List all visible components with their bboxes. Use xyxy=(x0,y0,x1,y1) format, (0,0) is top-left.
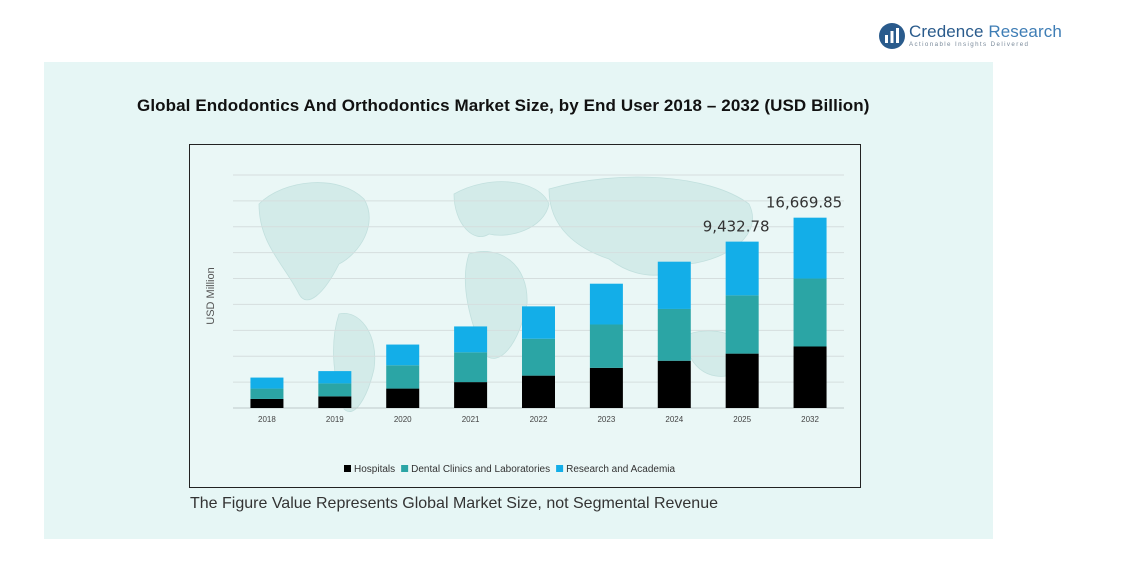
bar-segment xyxy=(386,344,420,366)
legend-swatch xyxy=(344,465,351,472)
legend-swatch xyxy=(401,465,409,472)
x-tick-label: 2019 xyxy=(326,415,344,424)
x-tick-label: 2022 xyxy=(530,415,548,424)
footnote: The Figure Value Represents Global Marke… xyxy=(190,495,718,512)
bar-segment xyxy=(725,241,759,296)
bar-segment xyxy=(589,324,623,368)
bar-segment xyxy=(318,396,352,408)
bar-segment xyxy=(454,382,488,408)
chart-bars xyxy=(250,217,827,408)
bar-segment xyxy=(725,353,759,408)
bar-annotations: 9,432.78 16,669.85 xyxy=(703,194,842,236)
x-tick-label: 2023 xyxy=(597,415,615,424)
bar-segment xyxy=(793,278,827,347)
bar-segment xyxy=(318,383,352,397)
x-tick-label: 2021 xyxy=(462,415,480,424)
bar-segment xyxy=(250,388,284,399)
map-landmass xyxy=(548,176,753,276)
brand-name: Credence Research xyxy=(909,22,1062,42)
map-landmass xyxy=(258,182,370,301)
bar-segment xyxy=(250,377,284,389)
bar-segment xyxy=(793,217,827,279)
bar-segment xyxy=(657,360,691,408)
bar-segment xyxy=(250,398,284,408)
legend-label: Research and Academia xyxy=(566,464,675,475)
legend-label: Hospitals xyxy=(354,464,395,475)
x-axis-ticks: 2018 2019 2020 2021 2022 2023 2024 2025 2032 xyxy=(258,415,819,424)
brand-tagline: Actionable Insights Delivered xyxy=(909,41,1030,48)
legend-swatch xyxy=(556,465,564,472)
y-axis-label: USD Million xyxy=(205,267,217,324)
brand-name-part1: Credence xyxy=(909,22,984,41)
bar-segment xyxy=(657,308,691,361)
bar-segment xyxy=(589,283,623,325)
bar-segment xyxy=(657,261,691,309)
x-tick-label: 2032 xyxy=(801,415,819,424)
brand-logo: Credence Research Actionable Insights De… xyxy=(878,20,1068,52)
chart-title: Global Endodontics And Orthodontics Mark… xyxy=(137,96,870,115)
bar-segment xyxy=(522,306,555,339)
bar-segment xyxy=(318,371,352,384)
bar-segment xyxy=(522,375,555,408)
x-tick-label: 2020 xyxy=(394,415,412,424)
x-tick-label: 2018 xyxy=(258,415,276,424)
bar-segment xyxy=(454,326,488,353)
bar-segment xyxy=(454,352,488,383)
bar-segment xyxy=(589,367,623,408)
value-annotation: 9,432.78 xyxy=(703,218,770,236)
legend-label: Dental Clinics and Laboratories xyxy=(411,464,550,475)
value-annotation: 16,669.85 xyxy=(766,194,842,212)
bar-segment xyxy=(386,365,420,389)
credence-logo-icon xyxy=(879,23,905,49)
brand-name-part2: Research xyxy=(983,22,1062,41)
map-landmass xyxy=(453,181,550,237)
bar-segment xyxy=(386,388,420,408)
bar-segment xyxy=(725,295,759,354)
x-tick-label: 2025 xyxy=(733,415,751,424)
bar-segment xyxy=(522,338,555,376)
bar-segment xyxy=(793,346,827,408)
x-tick-label: 2024 xyxy=(665,415,683,424)
chart-legend: Hospitals Dental Clinics and Laboratories… xyxy=(344,464,676,475)
stacked-bar-chart: 2018 2019 2020 2021 2022 2023 2024 2025 2032 9,4… xyxy=(205,174,844,475)
